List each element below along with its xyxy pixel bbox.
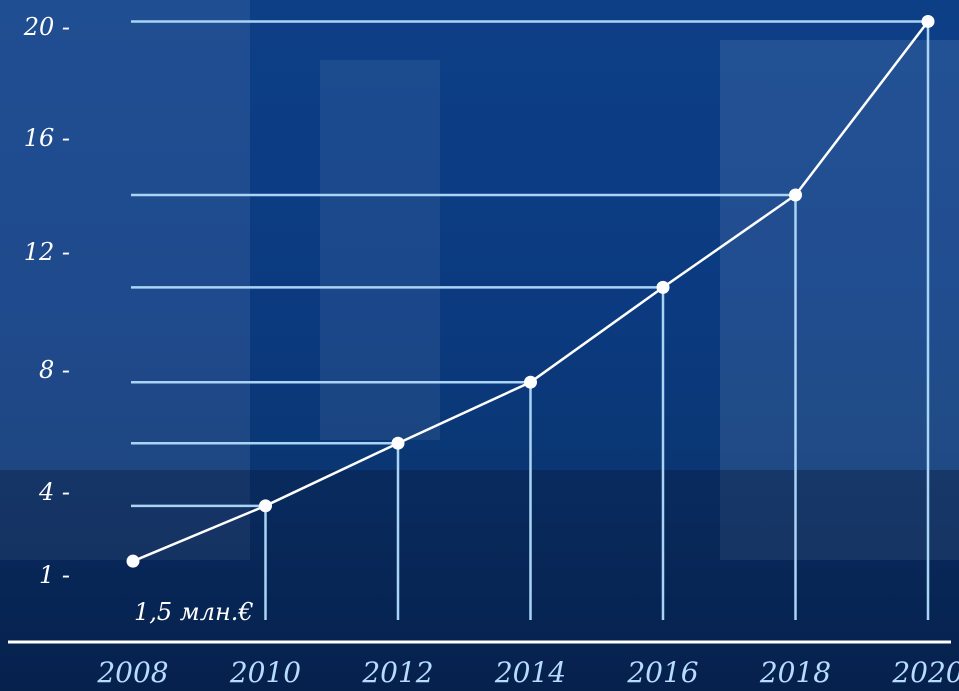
y-tick-label-1: 1 - [39,561,70,589]
x-tick-label-2008: 2008 [96,656,168,689]
x-tick-label-2014: 2014 [494,656,566,689]
x-tick-label-2018: 2018 [759,656,831,689]
guide-lines [131,20,930,620]
data-point-2012 [391,436,405,450]
y-tick-label-4: 4 - [38,478,70,506]
x-tick-label-2012: 2012 [361,656,433,689]
x-axis-ticks: 2008 2010 2012 2014 2016 2018 2020 [96,656,959,689]
x-tick-label-2020: 2020 [891,656,959,689]
data-point-2014 [524,375,537,389]
data-point-2008 [126,554,140,568]
x-tick-label-2016: 2016 [626,656,698,689]
y-tick-label-20: 20 - [23,13,70,41]
data-point-2010 [259,499,272,513]
y-axis-ticks: 1 - 4 - 8 - 12 - 16 - 20 - [23,13,70,589]
x-tick-label-2010: 2010 [229,656,301,689]
background-machine-left [0,0,250,560]
y-tick-label-12: 12 - [24,238,70,266]
data-point-2018 [789,188,802,202]
data-points [126,14,935,568]
y-tick-label-8: 8 - [39,356,70,384]
y-tick-label-16: 16 - [24,124,70,152]
data-point-2016 [656,280,670,294]
data-point-2020 [921,14,935,28]
background-machine-right [720,40,959,560]
background-machine-center [320,60,440,440]
start-value-annotation: 1,5 млн.€ [134,598,254,626]
